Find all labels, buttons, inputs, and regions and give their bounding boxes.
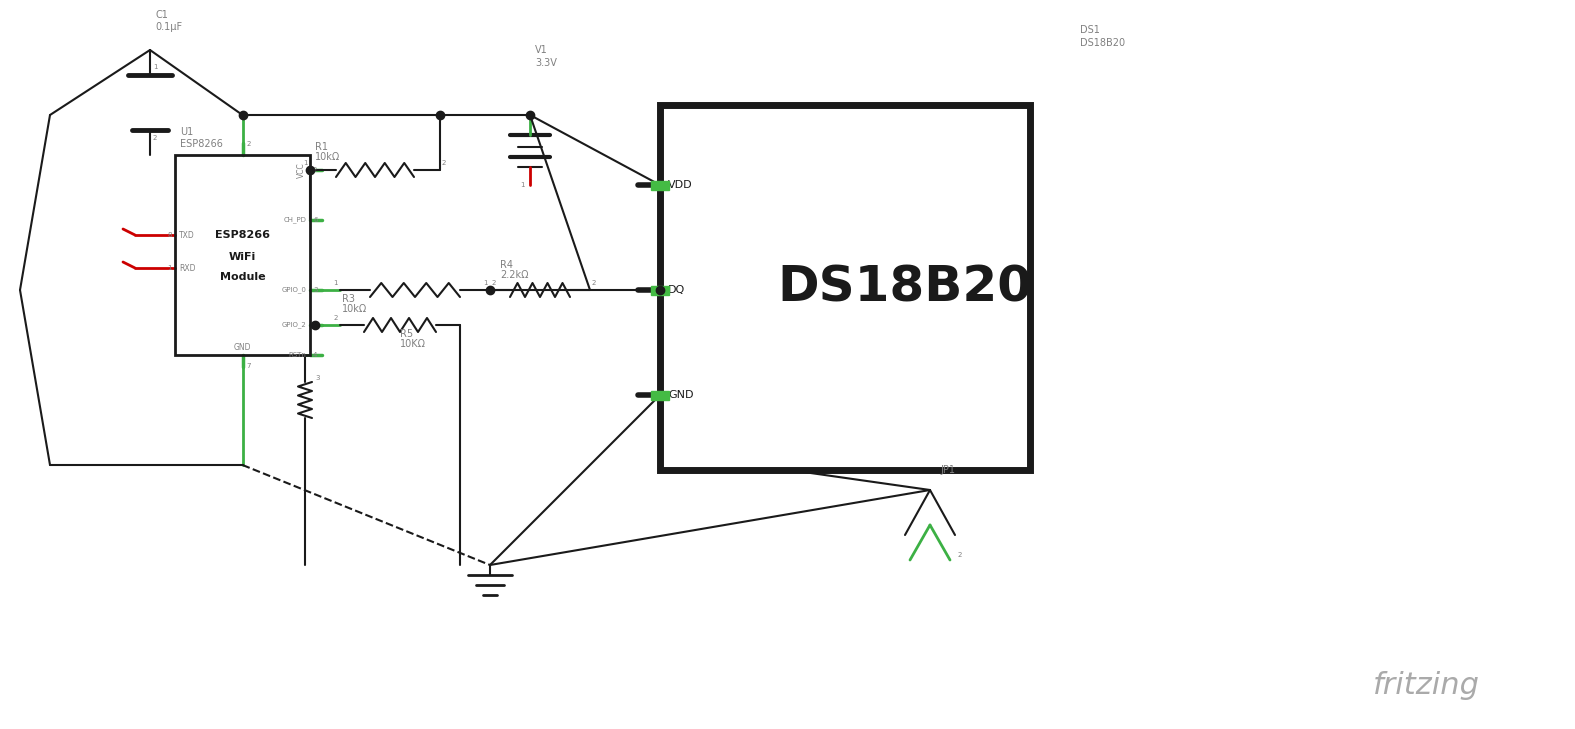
Text: JP1: JP1 (940, 465, 954, 475)
Text: C1: C1 (154, 10, 169, 20)
Text: 0.1μF: 0.1μF (154, 22, 183, 32)
Text: 2.2kΩ: 2.2kΩ (499, 270, 529, 280)
Text: RXD: RXD (180, 263, 195, 273)
Text: GND: GND (233, 343, 252, 351)
Text: R3: R3 (342, 294, 354, 304)
Text: CH_PD: CH_PD (284, 217, 306, 223)
Text: U1: U1 (180, 127, 194, 137)
Text: 1: 1 (304, 160, 309, 166)
Text: WiFi: WiFi (228, 252, 257, 262)
Text: 1: 1 (167, 265, 172, 271)
Text: 8: 8 (167, 232, 172, 238)
Text: ESP8266: ESP8266 (180, 139, 224, 149)
Text: V1: V1 (536, 45, 548, 55)
Text: DQ: DQ (668, 285, 685, 295)
Text: 10kΩ: 10kΩ (342, 304, 367, 314)
Text: 3: 3 (313, 287, 318, 293)
Text: 10kΩ: 10kΩ (315, 152, 340, 162)
Text: 6: 6 (313, 217, 318, 223)
Text: 2: 2 (313, 167, 318, 173)
Text: DS18B20: DS18B20 (1080, 38, 1125, 48)
Text: 2: 2 (443, 160, 446, 166)
Text: TXD: TXD (180, 230, 195, 240)
Text: R5: R5 (400, 329, 413, 339)
Bar (650, 286, 669, 295)
Text: 2: 2 (247, 141, 250, 147)
Text: GND: GND (668, 390, 693, 400)
Text: 2: 2 (334, 315, 339, 321)
Text: 2: 2 (491, 280, 496, 286)
Text: DS1: DS1 (1080, 25, 1099, 35)
Text: 2: 2 (958, 552, 962, 558)
Text: 3: 3 (315, 375, 320, 381)
Text: 1: 1 (484, 280, 488, 286)
Text: R1: R1 (315, 142, 328, 152)
Text: 5: 5 (313, 322, 318, 328)
Text: 3.3V: 3.3V (536, 58, 558, 68)
Text: RSTn: RSTn (288, 352, 306, 358)
Text: 1: 1 (334, 280, 339, 286)
Text: 7: 7 (247, 363, 250, 369)
Bar (650, 391, 669, 400)
Text: 10KΩ: 10KΩ (400, 339, 425, 349)
Text: 1: 1 (153, 64, 158, 70)
Text: 2: 2 (153, 135, 158, 141)
Text: VCC: VCC (298, 162, 306, 178)
Text: fritzing: fritzing (1373, 671, 1480, 700)
Text: GPIO_0: GPIO_0 (280, 286, 306, 293)
Text: 2: 2 (592, 280, 597, 286)
Bar (175, 155, 310, 355)
Text: R4: R4 (499, 260, 513, 270)
Bar (660, 105, 1030, 470)
Text: 1: 1 (520, 182, 524, 188)
Text: 4: 4 (313, 352, 318, 358)
Text: VDD: VDD (668, 180, 693, 190)
Text: GPIO_2: GPIO_2 (282, 321, 306, 328)
Text: ESP8266: ESP8266 (216, 230, 269, 240)
Text: Module: Module (219, 272, 265, 282)
Bar (650, 181, 669, 190)
Text: DS18B20: DS18B20 (778, 263, 1033, 311)
